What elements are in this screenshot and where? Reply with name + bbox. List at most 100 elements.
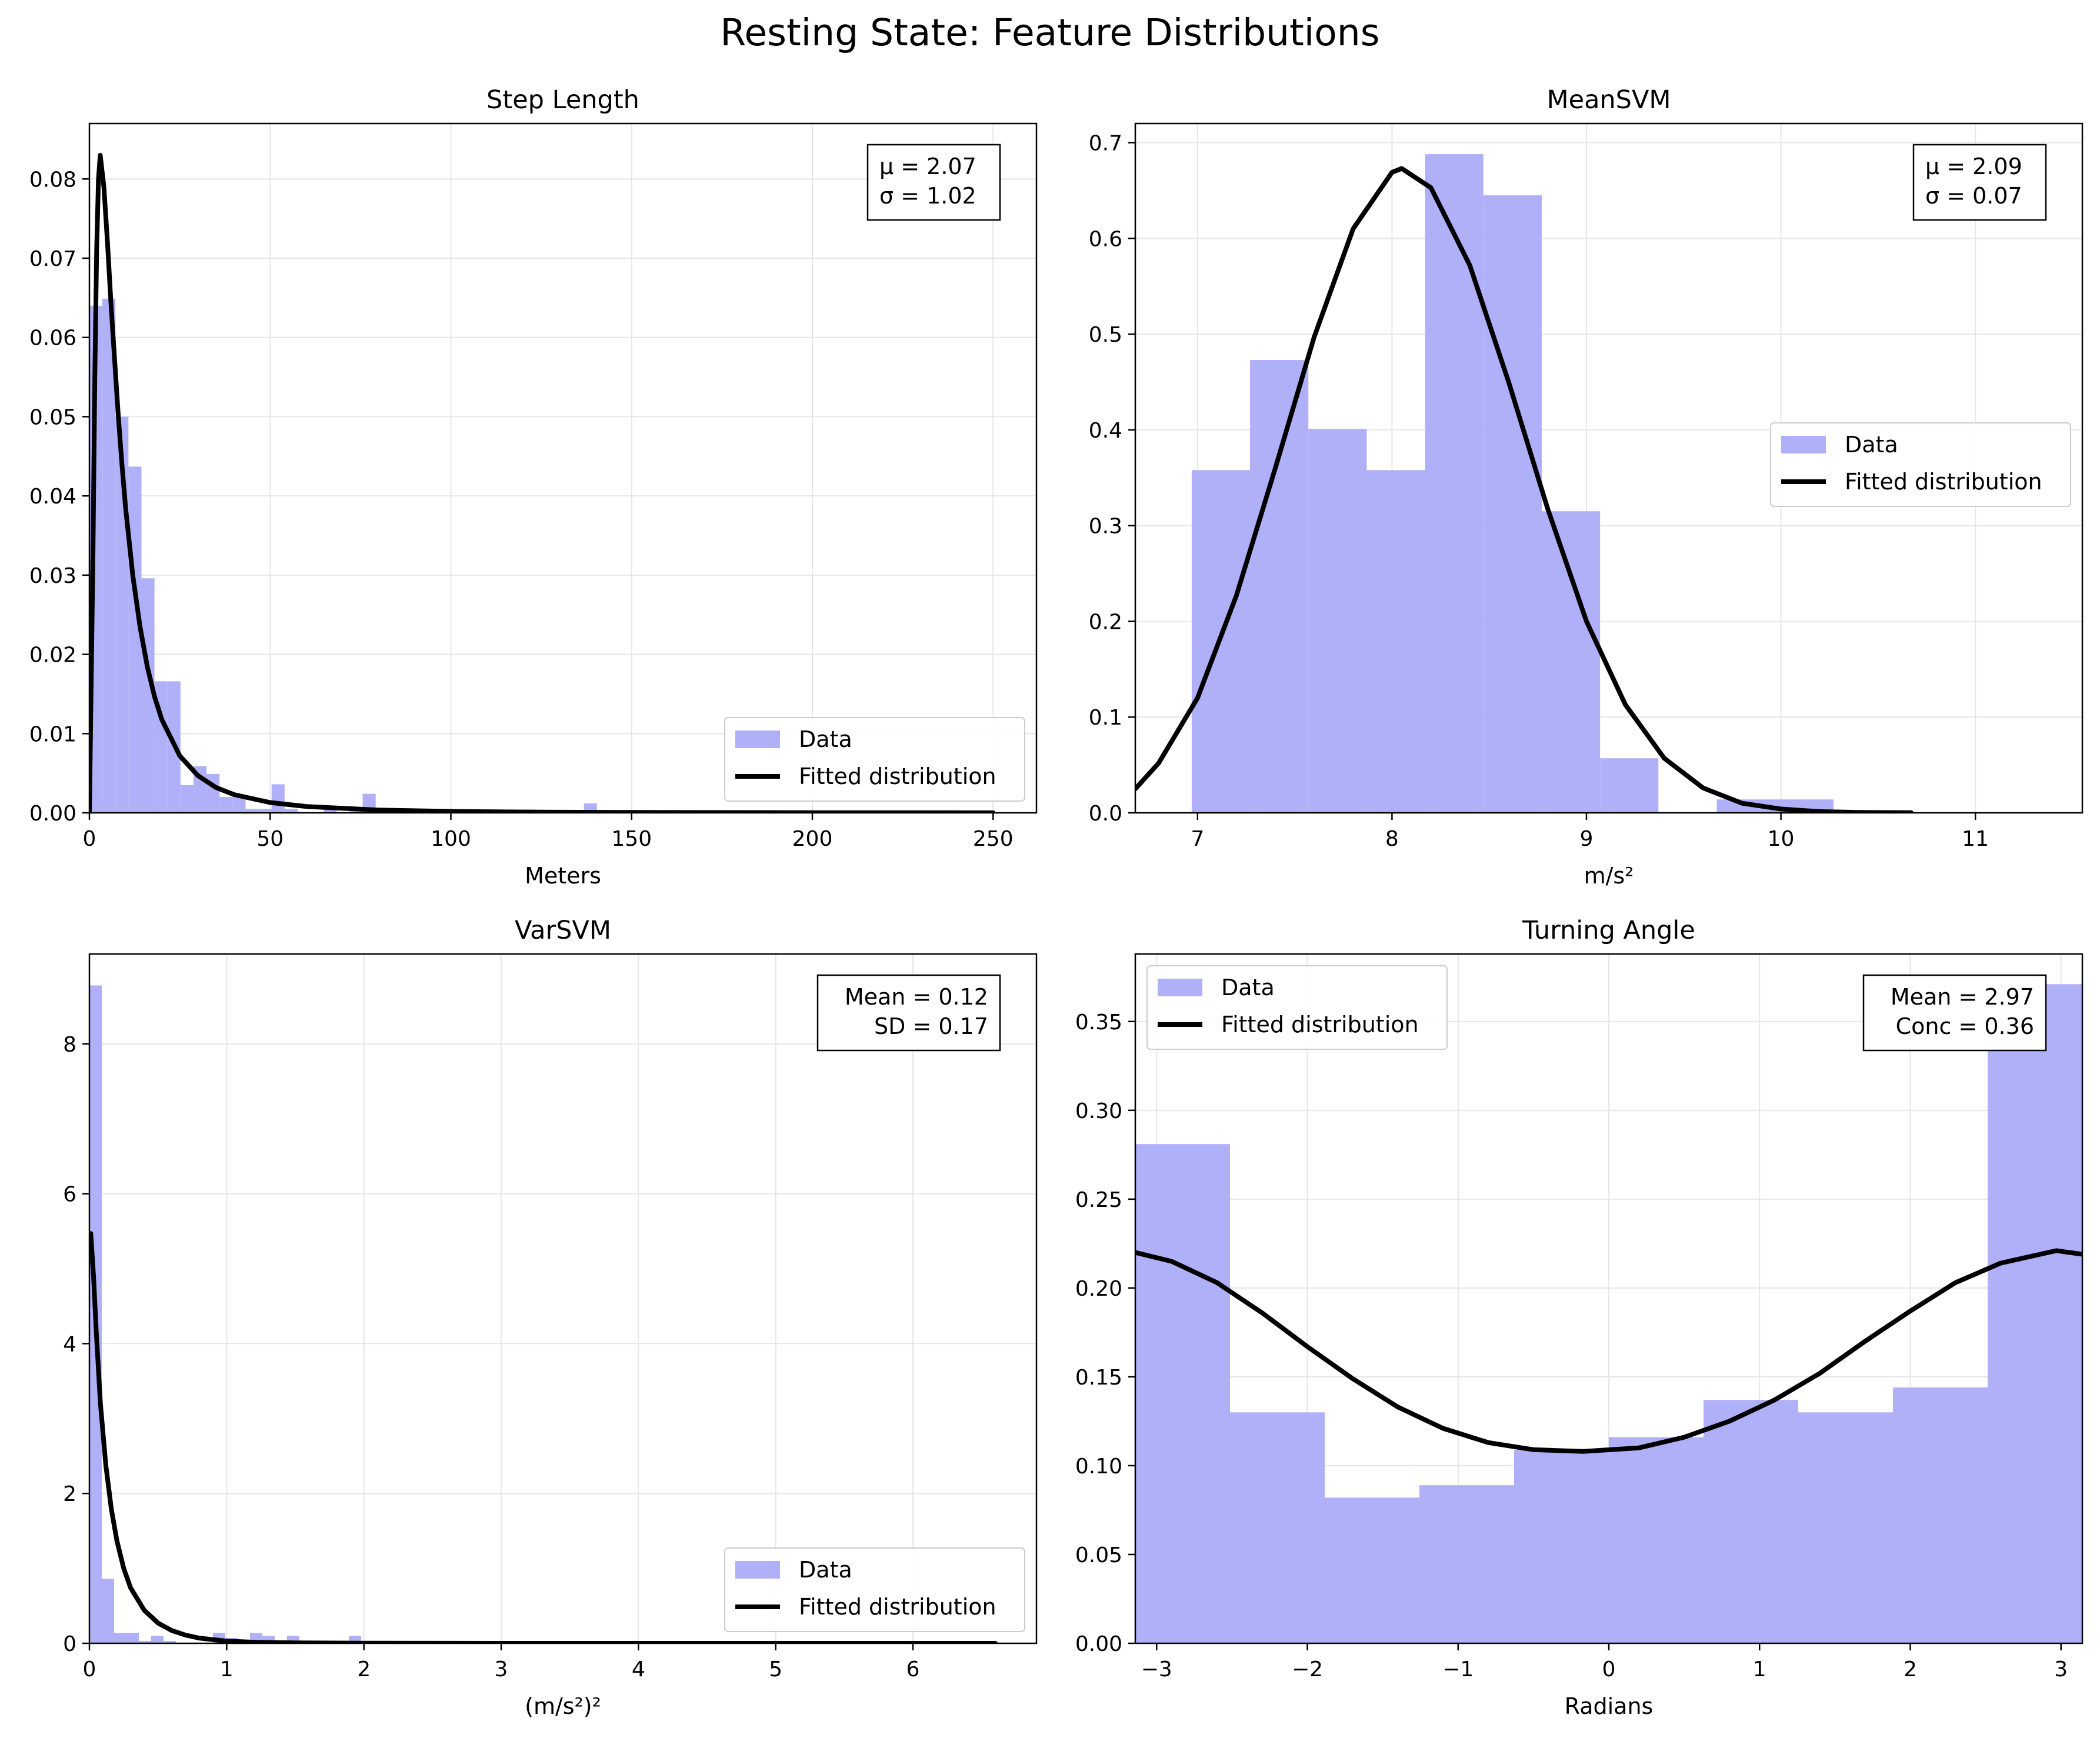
legend-swatch-data <box>735 1561 780 1579</box>
axes-frame <box>88 953 1038 1644</box>
histogram-bar <box>1541 511 1601 813</box>
legend-frame <box>724 717 1025 802</box>
x-tick-label: 9 <box>1580 827 1594 851</box>
legend-label-data: Data <box>1221 975 1275 1000</box>
histogram-bar <box>219 797 233 813</box>
x-tick-label: −3 <box>1141 1657 1172 1682</box>
y-tick-label: 4 <box>63 1332 76 1356</box>
histogram-bar <box>1366 470 1425 813</box>
y-tick-label: 0.4 <box>1089 419 1122 443</box>
figure-title: Resting State: Feature Distributions <box>720 11 1379 54</box>
histogram-bar <box>245 809 259 813</box>
legend-label-data: Data <box>799 1557 852 1583</box>
y-tick-label: 0.15 <box>1075 1366 1122 1390</box>
y-tick-label: 0.04 <box>29 485 76 509</box>
histogram-bar <box>164 1641 176 1643</box>
legend: Data Fitted distribution <box>724 1547 1025 1632</box>
axes-frame <box>1134 122 2084 814</box>
x-tick-label: 250 <box>973 827 1014 851</box>
x-tick-label: 7 <box>1191 827 1204 851</box>
x-tick-label: 5 <box>769 1657 782 1682</box>
y-tick-label: 0.1 <box>1089 706 1122 730</box>
histogram-bar <box>1609 1437 1704 1643</box>
histogram-bar <box>1893 1387 1988 1643</box>
y-tick-label: 0.01 <box>29 722 76 746</box>
y-tick-label: 2 <box>63 1482 76 1506</box>
y-tick-label: 8 <box>63 1033 76 1057</box>
histogram-bar <box>128 466 142 813</box>
x-tick-label: 3 <box>2054 1657 2068 1682</box>
stats-text: Mean = 2.97 <box>1891 984 2034 1010</box>
subplot-title: MeanSVM <box>1547 85 1671 115</box>
x-tick-label: 3 <box>495 1657 508 1682</box>
histogram-bar <box>1425 154 1484 813</box>
x-tick-label: 10 <box>1768 827 1795 851</box>
stats-box <box>1862 974 2047 1052</box>
legend: Data Fitted distribution <box>1146 965 1448 1050</box>
x-tick-label: 150 <box>611 827 652 851</box>
stats-text: Conc = 0.36 <box>1896 1013 2034 1039</box>
legend-swatch-data <box>1781 436 1826 453</box>
legend-label-fit: Fitted distribution <box>799 763 996 789</box>
x-tick-label: 200 <box>792 827 833 851</box>
histogram-bar <box>271 784 285 813</box>
histogram-bar <box>1229 1412 1325 1643</box>
stats-text: Mean = 0.12 <box>845 984 988 1010</box>
x-tick-label: 4 <box>632 1657 645 1682</box>
stats-box <box>1912 144 2047 221</box>
subplot-varsvm: 0 1 2 3 4 5 6 0 2 4 6 8 VarSVM (m/s²)² Mean = 0.12 SD =… <box>63 916 1038 1719</box>
x-tick-label: 0 <box>83 827 96 851</box>
y-tick-label: 0.03 <box>29 564 76 588</box>
stats-text: σ = 0.07 <box>1925 183 2022 209</box>
histogram-bar <box>1988 984 2082 1643</box>
y-tick-label: 0.07 <box>29 247 76 271</box>
x-tick-label: 2 <box>1904 1657 1917 1682</box>
legend-swatch-data <box>1158 979 1202 996</box>
fitted-curve <box>89 152 996 813</box>
stats-text: μ = 2.07 <box>879 154 976 179</box>
y-tick-label: 0.2 <box>1089 610 1122 634</box>
legend: Data Fitted distribution <box>724 717 1025 802</box>
x-tick-label: 8 <box>1385 827 1399 851</box>
fitted-curve <box>89 1231 998 1643</box>
y-tick-label: 0.20 <box>1075 1277 1122 1301</box>
histogram-bar <box>141 578 155 813</box>
y-tick-label: 0.35 <box>1075 1010 1122 1035</box>
y-tick-label: 6 <box>63 1183 76 1207</box>
histogram-bar <box>1324 1497 1420 1643</box>
y-tick-label: 0.25 <box>1075 1188 1122 1212</box>
histogram-bar <box>284 809 298 813</box>
histogram-bar <box>180 785 194 813</box>
histogram-bar <box>139 1641 151 1643</box>
histogram-bar <box>126 1633 139 1643</box>
stats-text: SD = 0.17 <box>874 1013 988 1039</box>
histogram-bar <box>1250 360 1309 813</box>
histogram-bar <box>1308 429 1367 813</box>
legend-label-fit: Fitted distribution <box>1845 469 2042 495</box>
x-tick-label: 100 <box>431 827 471 851</box>
histogram-bar <box>1135 1144 1230 1643</box>
x-tick-label: 1 <box>1753 1657 1766 1682</box>
x-tick-label: 11 <box>1962 827 1989 851</box>
legend-frame <box>1146 965 1448 1050</box>
x-tick-label: 2 <box>357 1657 371 1682</box>
y-tick-label: 0.00 <box>1075 1632 1122 1656</box>
histogram-bar <box>232 797 246 813</box>
y-tick-label: 0.30 <box>1075 1099 1122 1123</box>
x-tick-label: 0 <box>83 1657 96 1682</box>
y-tick-label: 0.05 <box>1075 1543 1122 1567</box>
histogram-bar <box>1798 1412 1894 1643</box>
histogram-bar <box>324 809 337 813</box>
x-tick-label: 0 <box>1602 1657 1616 1682</box>
histogram-bar <box>1600 758 1659 813</box>
y-tick-label: 0.06 <box>29 326 76 351</box>
x-axis-label: (m/s²)² <box>525 1693 601 1719</box>
legend-label-data: Data <box>799 726 852 752</box>
y-tick-label: 0.5 <box>1089 323 1122 347</box>
y-tick-label: 0.0 <box>1089 802 1122 826</box>
legend-label-fit: Fitted distribution <box>1221 1012 1419 1038</box>
fitted-curve <box>1135 166 1914 813</box>
y-tick-label: 0.3 <box>1089 515 1122 539</box>
stats-text: μ = 2.09 <box>1925 154 2022 179</box>
